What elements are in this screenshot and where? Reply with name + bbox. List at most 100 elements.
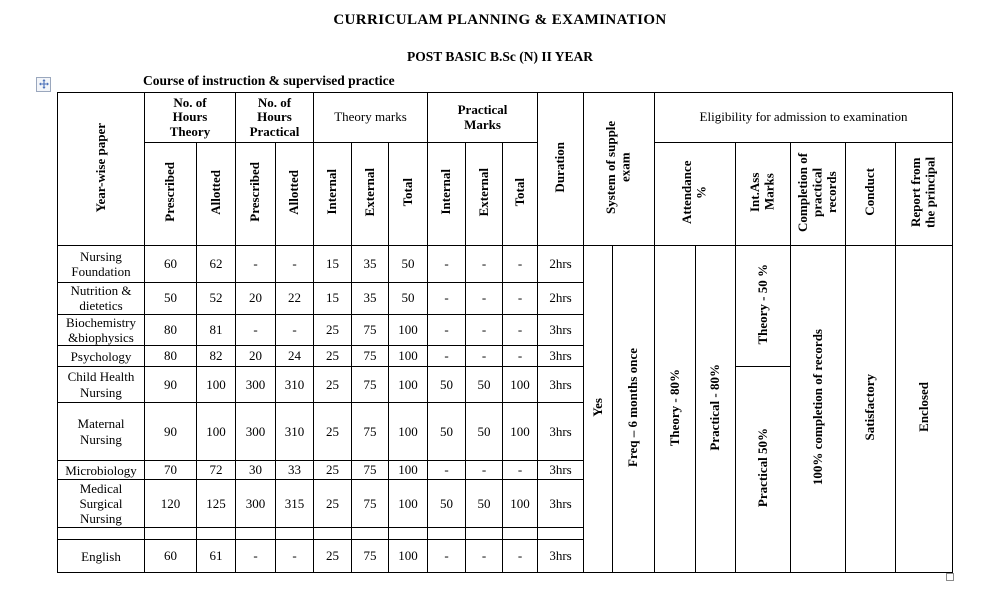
value-cell: 80 bbox=[144, 313, 197, 347]
value-cell: - bbox=[235, 539, 276, 574]
paper-cell: Nutrition & dietetics bbox=[57, 282, 145, 315]
value-cell: 50 bbox=[465, 479, 504, 529]
table-move-handle[interactable] bbox=[36, 77, 51, 92]
value-cell: 15 bbox=[313, 282, 352, 315]
conduct-cell: Satisfactory bbox=[845, 244, 897, 574]
value-cell: 75 bbox=[351, 313, 389, 347]
value-cell: - bbox=[465, 539, 504, 574]
value-cell: - bbox=[427, 245, 467, 283]
header-hours-practical: No. of Hours Practical bbox=[235, 92, 314, 143]
subheader-intass-marks: Int.Ass Marks bbox=[735, 142, 792, 246]
value-cell: 75 bbox=[351, 345, 389, 368]
value-cell: 25 bbox=[313, 313, 352, 347]
value-cell: 15 bbox=[313, 245, 352, 283]
value-cell: 50 bbox=[465, 366, 504, 404]
header-year-wise-paper: Year-wise paper bbox=[57, 92, 145, 246]
value-cell: 100 bbox=[196, 402, 236, 462]
value-cell: 100 bbox=[502, 479, 539, 529]
attendance-theory-cell: Theory - 80% bbox=[654, 244, 697, 574]
value-cell bbox=[313, 527, 352, 541]
value-cell bbox=[144, 527, 197, 541]
value-cell: 100 bbox=[387, 460, 429, 481]
value-cell bbox=[502, 527, 539, 541]
value-cell: 30 bbox=[235, 460, 276, 481]
table-resize-handle[interactable] bbox=[946, 573, 954, 581]
value-cell: 62 bbox=[196, 245, 236, 283]
value-cell: 100 bbox=[387, 366, 429, 404]
value-cell: 50 bbox=[427, 402, 467, 462]
paper-cell: Nursing Foundation bbox=[57, 245, 145, 283]
value-cell: 60 bbox=[144, 245, 197, 283]
value-cell: - bbox=[427, 460, 467, 481]
value-cell: 50 bbox=[465, 402, 504, 462]
value-cell: 60 bbox=[144, 539, 197, 574]
paper-cell: Child Health Nursing bbox=[57, 366, 145, 404]
value-cell: 310 bbox=[275, 366, 314, 404]
move-cross-icon bbox=[38, 76, 49, 94]
value-cell: - bbox=[502, 282, 539, 315]
value-cell: 72 bbox=[196, 460, 236, 481]
value-cell: 125 bbox=[196, 479, 236, 529]
value-cell: 70 bbox=[144, 460, 197, 481]
table-row: Psychology 80 82 20 24 25 75 100 - - - 3… bbox=[57, 345, 953, 368]
value-cell: 25 bbox=[313, 402, 352, 462]
value-cell bbox=[351, 527, 389, 541]
value-cell: 75 bbox=[351, 460, 389, 481]
duration-cell: 3hrs bbox=[537, 313, 585, 347]
value-cell: - bbox=[465, 282, 504, 315]
table-caption: Course of instruction & supervised pract… bbox=[143, 73, 395, 88]
value-cell: 100 bbox=[387, 539, 429, 574]
value-cell: - bbox=[235, 245, 276, 283]
value-cell: 300 bbox=[235, 366, 276, 404]
duration-cell: 2hrs bbox=[537, 282, 585, 315]
page-subtitle: POST BASIC B.Sc (N) II YEAR bbox=[406, 49, 594, 64]
value-cell: 82 bbox=[196, 345, 236, 368]
value-cell: 300 bbox=[235, 402, 276, 462]
curriculum-table: Year-wise paper No. of Hours Theory No. … bbox=[57, 92, 954, 574]
value-cell: 50 bbox=[387, 245, 429, 283]
value-cell bbox=[235, 527, 276, 541]
subheader-conduct: Conduct bbox=[845, 142, 897, 246]
paper-cell: Biochemistry &biophysics bbox=[57, 313, 145, 347]
subheader-prescribed-theory: Prescribed bbox=[144, 142, 197, 246]
value-cell: 100 bbox=[502, 366, 539, 404]
paper-cell: Medical Surgical Nursing bbox=[57, 479, 145, 529]
value-cell: 20 bbox=[235, 345, 276, 368]
header-theory-marks: Theory marks bbox=[312, 92, 429, 143]
table-row: Nutrition & dietetics 50 52 20 22 15 35 … bbox=[57, 282, 953, 315]
header-group-row: Year-wise paper No. of Hours Theory No. … bbox=[57, 92, 954, 246]
value-cell: 81 bbox=[196, 313, 236, 347]
subheader-allotted-theory: Allotted bbox=[196, 142, 236, 246]
value-cell: - bbox=[465, 345, 504, 368]
value-cell: - bbox=[235, 313, 276, 347]
duration-cell: 3hrs bbox=[537, 539, 585, 574]
value-cell: 61 bbox=[196, 539, 236, 574]
value-cell: 100 bbox=[387, 345, 429, 368]
intass-practical-cell: Practical 50% bbox=[735, 366, 792, 574]
value-cell: - bbox=[502, 313, 539, 347]
value-cell: 100 bbox=[387, 402, 429, 462]
table-row: Maternal Nursing 90 100 300 310 25 75 10… bbox=[57, 402, 953, 462]
subheader-external-theory: External bbox=[351, 142, 389, 246]
value-cell: 90 bbox=[144, 366, 197, 404]
intass-theory-cell: Theory - 50 % bbox=[735, 244, 792, 368]
value-cell: - bbox=[427, 345, 467, 368]
table-row: English 60 61 - - 25 75 100 - - - 3hrs bbox=[57, 539, 953, 574]
header-duration: Duration bbox=[537, 92, 585, 246]
supple-yes-cell: Yes bbox=[583, 244, 614, 574]
paper-cell: Psychology bbox=[57, 345, 145, 368]
value-cell: 35 bbox=[351, 245, 389, 283]
header-practical-marks: Practical Marks bbox=[427, 92, 539, 143]
subheader-completion-records: Completion of practical records bbox=[790, 142, 847, 246]
header-hours-theory: No. of Hours Theory bbox=[144, 92, 236, 143]
value-cell: 35 bbox=[351, 282, 389, 315]
value-cell: - bbox=[427, 282, 467, 315]
subheader-internal-theory: Internal bbox=[313, 142, 352, 246]
value-cell: 100 bbox=[387, 479, 429, 529]
value-cell bbox=[427, 527, 467, 541]
paper-cell: Maternal Nursing bbox=[57, 402, 145, 462]
value-cell: - bbox=[427, 539, 467, 574]
subheader-total-practical: Total bbox=[502, 142, 539, 246]
value-cell: 120 bbox=[144, 479, 197, 529]
